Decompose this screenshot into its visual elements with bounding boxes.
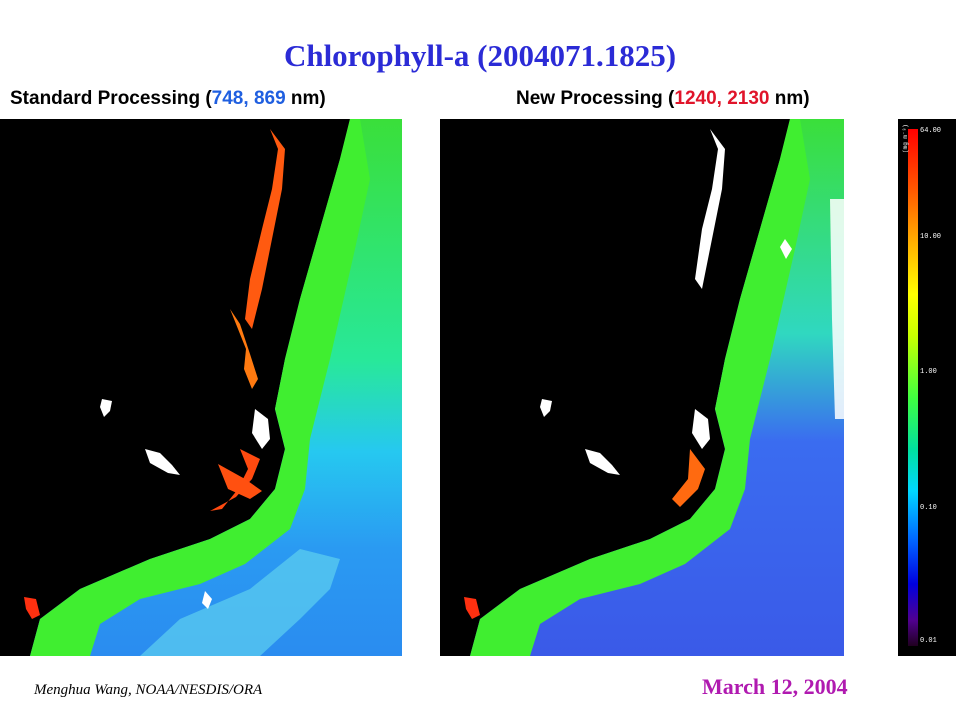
right-band-2: 2130 [727, 88, 770, 109]
left-band-sep: , [243, 88, 254, 109]
colorbar-unit: (mg m⁻³) [902, 124, 909, 153]
author-credit: Menghua Wang, NOAA/NESDIS/ORA [34, 682, 263, 698]
new-processing-image [440, 119, 844, 656]
colorbar: (mg m⁻³) 64.00 10.00 1.00 0.10 0.01 [898, 119, 956, 656]
colorbar-tick: 10.00 [920, 233, 942, 241]
left-label-suffix: nm) [285, 88, 326, 109]
colorbar-tick: 1.00 [920, 368, 937, 376]
slide-date: March 12, 2004 [702, 674, 848, 699]
colorbar-tick: 64.00 [920, 127, 942, 135]
left-label-prefix: Standard Processing ( [10, 88, 212, 109]
left-band-2: 869 [253, 88, 286, 109]
standard-processing-image [0, 119, 402, 656]
right-band-1: 1240 [674, 88, 717, 109]
right-panel-label: New Processing (1240, 2130 nm) [516, 88, 810, 110]
colorbar-tick: 0.01 [920, 637, 937, 645]
left-band-1: 748 [211, 88, 244, 109]
colorbar-tick: 0.10 [920, 504, 937, 512]
left-panel-label: Standard Processing (748, 869 nm) [10, 88, 326, 110]
colorbar-gradient [908, 129, 918, 646]
right-band-sep: , [716, 88, 728, 109]
slide-title: Chlorophyll-a (2004071.1825) [283, 38, 677, 73]
right-label-suffix: nm) [769, 88, 810, 109]
right-label-prefix: New Processing ( [516, 88, 675, 109]
